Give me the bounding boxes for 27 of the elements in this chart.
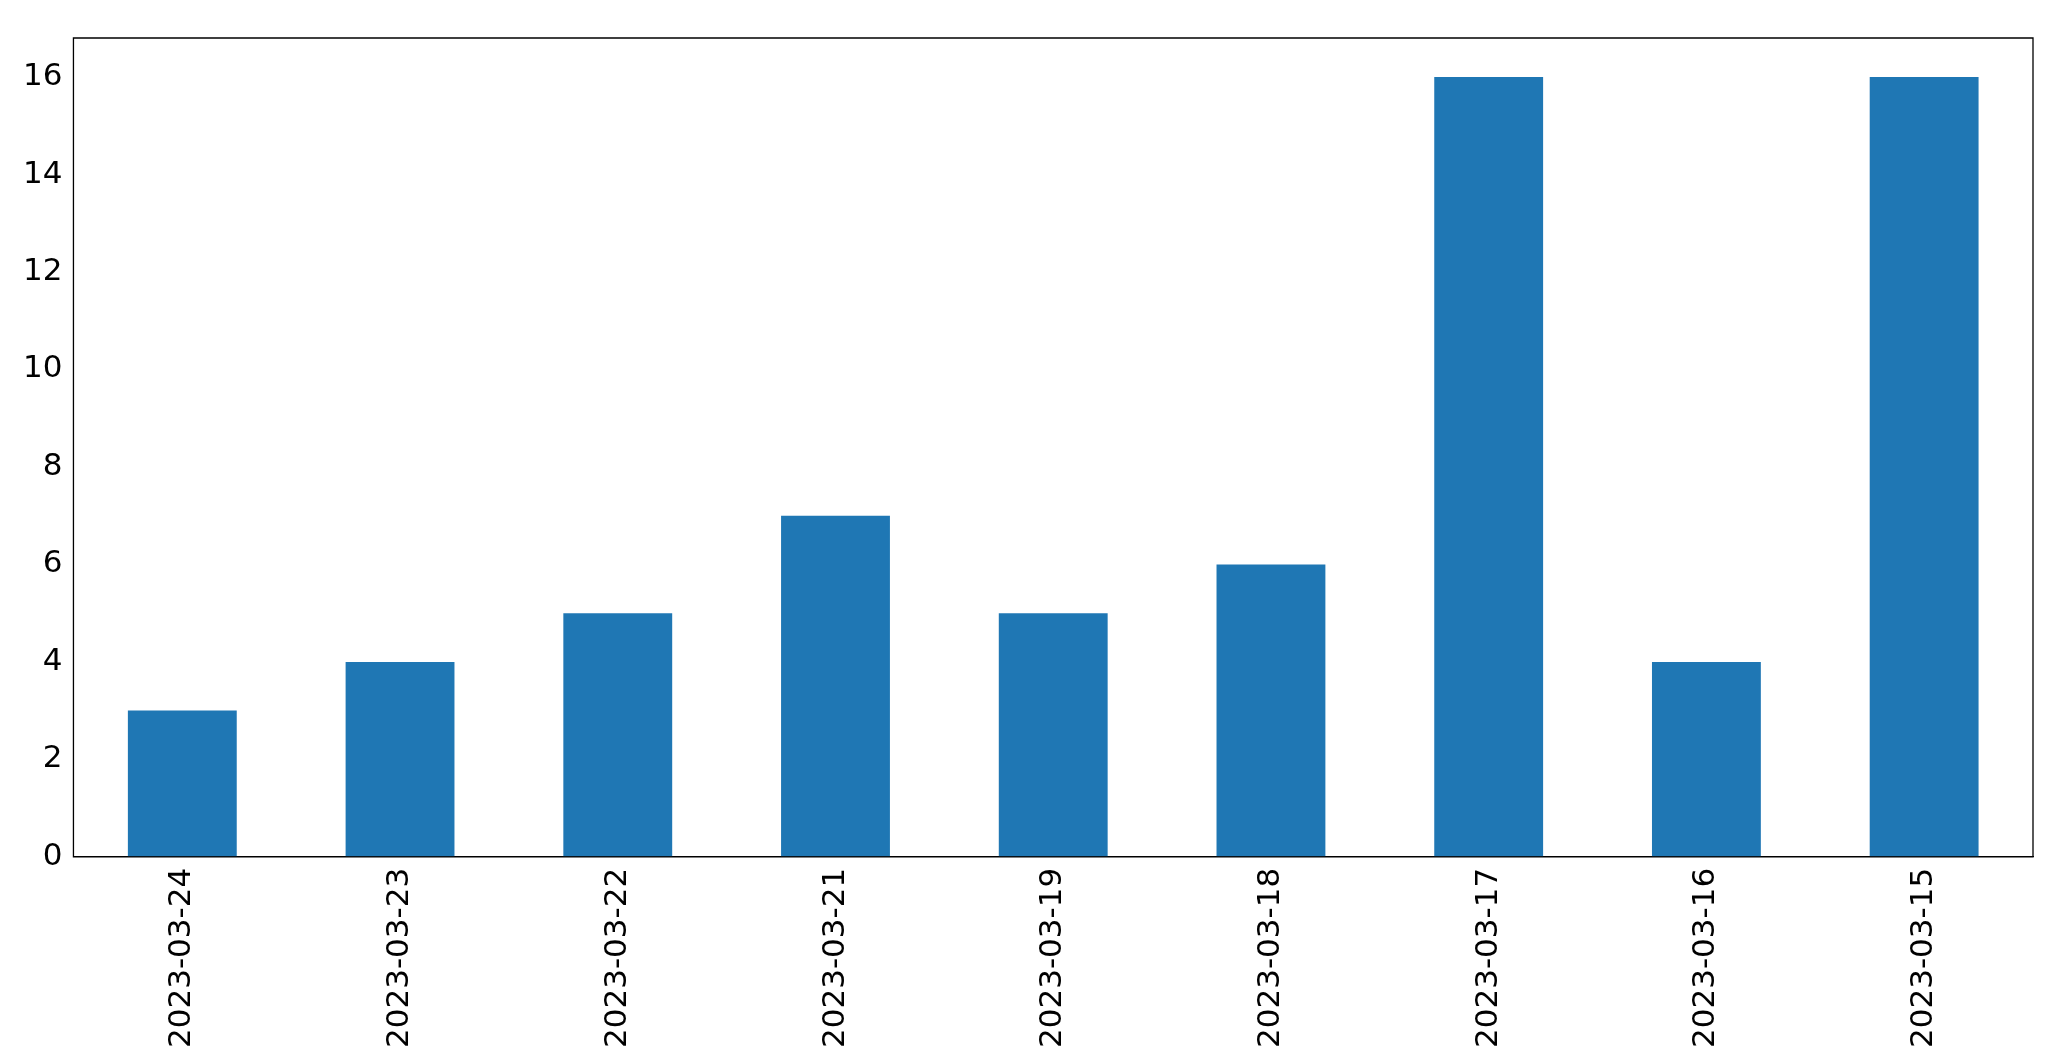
bar <box>1216 564 1326 857</box>
y-tick-label: 0 <box>42 835 63 872</box>
bar <box>563 613 673 857</box>
bar <box>1869 76 1979 857</box>
x-tick-label: 2023-03-17 <box>1467 867 1504 1049</box>
bar <box>998 613 1108 857</box>
y-tick-label: 16 <box>22 56 63 93</box>
y-tick-label: 2 <box>42 738 63 775</box>
x-tick-label: 2023-03-19 <box>1032 867 1069 1049</box>
bar <box>127 710 237 857</box>
y-tick-label: 6 <box>42 543 63 580</box>
x-tick-label: 2023-03-21 <box>814 867 851 1049</box>
y-tick-label: 4 <box>42 640 63 677</box>
x-tick-label: 2023-03-18 <box>1250 867 1286 1049</box>
x-tick-label: 2023-03-24 <box>161 867 198 1049</box>
x-tick-label: 2023-03-22 <box>596 867 633 1049</box>
x-tick-label: 2023-03-15 <box>1903 867 1940 1049</box>
bar <box>1434 76 1544 857</box>
y-tick-label: 8 <box>42 445 63 482</box>
y-tick-label: 10 <box>22 348 63 385</box>
bar <box>345 661 455 857</box>
y-tick-label: 14 <box>22 153 63 190</box>
bar <box>1651 661 1761 857</box>
bar <box>781 515 890 857</box>
x-tick-label: 2023-03-23 <box>379 867 416 1049</box>
x-tick-label: 2023-03-16 <box>1685 867 1722 1049</box>
y-tick-label: 12 <box>22 251 63 287</box>
